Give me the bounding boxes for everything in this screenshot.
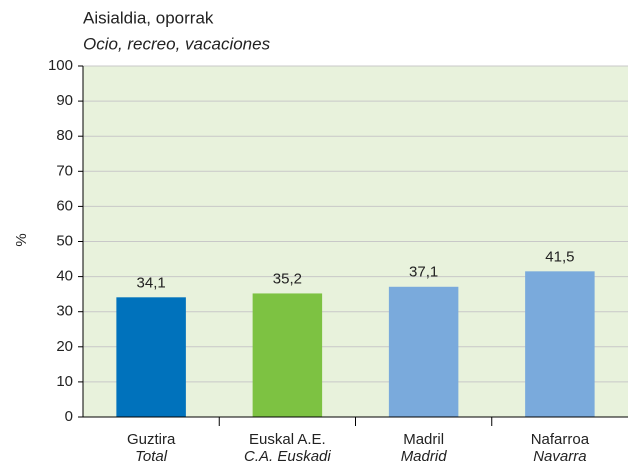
value-label: 34,1 bbox=[137, 274, 166, 291]
y-tick-label: 70 bbox=[56, 162, 73, 179]
y-tick-label: 90 bbox=[56, 92, 73, 109]
x-tick-sublabel: C.A. Euskadi bbox=[244, 448, 331, 465]
y-tick-label: 40 bbox=[56, 268, 73, 285]
y-tick-label: 80 bbox=[56, 127, 73, 144]
y-axis-label: % bbox=[13, 233, 30, 246]
bar bbox=[116, 297, 186, 417]
y-tick-label: 0 bbox=[65, 408, 73, 425]
y-tick-label: 50 bbox=[56, 232, 73, 249]
value-label: 35,2 bbox=[273, 270, 302, 287]
bar bbox=[388, 286, 459, 417]
x-tick-sublabel: Navarra bbox=[533, 448, 586, 465]
x-tick-sublabel: Total bbox=[135, 448, 168, 465]
x-tick-label: Euskal A.E. bbox=[249, 431, 326, 448]
bar bbox=[252, 293, 323, 417]
x-tick-sublabel: Madrid bbox=[401, 448, 448, 465]
chart-title: Aisialdia, oporrak bbox=[83, 8, 214, 27]
x-tick-label: Madril bbox=[403, 431, 444, 448]
chart-subtitle: Ocio, recreo, vacaciones bbox=[83, 34, 271, 53]
y-tick-label: 10 bbox=[56, 373, 73, 390]
value-label: 37,1 bbox=[409, 264, 438, 281]
y-tick-label: 60 bbox=[56, 197, 73, 214]
y-tick-label: 30 bbox=[56, 303, 73, 320]
x-tick-label: Nafarroa bbox=[531, 431, 590, 448]
y-tick-label: 100 bbox=[48, 57, 73, 74]
value-label: 41,5 bbox=[545, 248, 574, 265]
y-tick-label: 20 bbox=[56, 338, 73, 355]
x-tick-label: Guztira bbox=[127, 431, 176, 448]
bar bbox=[525, 271, 595, 417]
